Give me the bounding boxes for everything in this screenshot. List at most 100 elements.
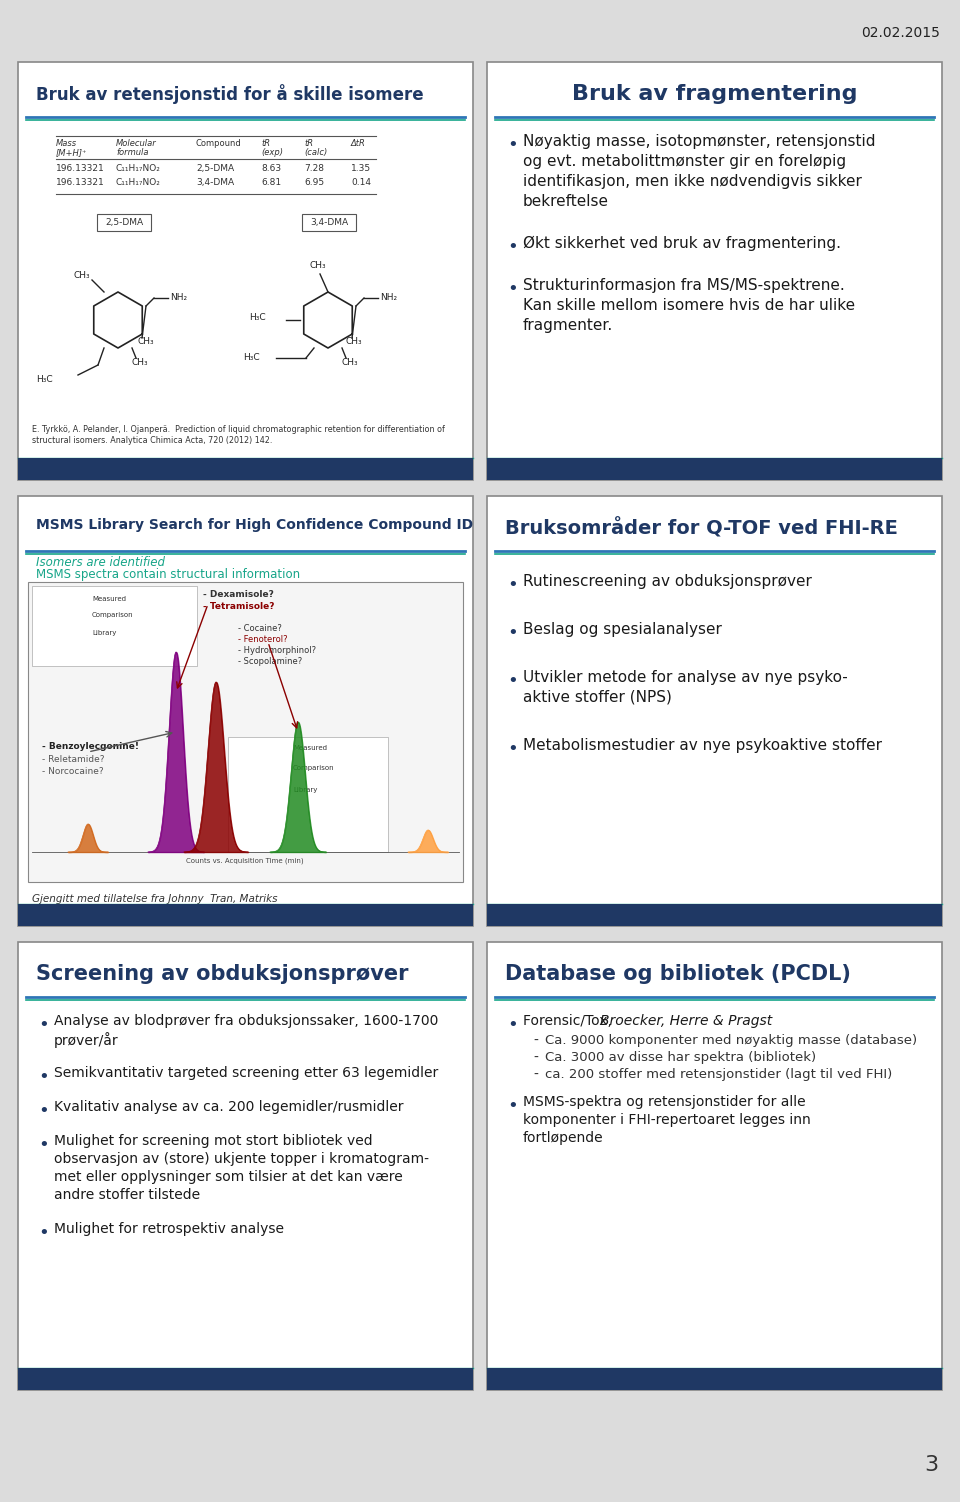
Text: Utvikler metode for analyse av nye psyko-: Utvikler metode for analyse av nye psyko… xyxy=(523,670,848,685)
Text: (calc): (calc) xyxy=(304,149,327,158)
Text: Nøyaktig masse, isotopmønster, retensjonstid: Nøyaktig masse, isotopmønster, retensjon… xyxy=(523,134,876,149)
Text: 196.13321: 196.13321 xyxy=(56,179,105,188)
Text: fragmenter.: fragmenter. xyxy=(523,318,613,333)
Text: MSMS-spektra og retensjonstider for alle: MSMS-spektra og retensjonstider for alle xyxy=(523,1095,805,1108)
Text: -: - xyxy=(533,1068,538,1081)
Text: Counts vs. Acquisition Time (min): Counts vs. Acquisition Time (min) xyxy=(186,858,303,864)
Text: Økt sikkerhet ved bruk av fragmentering.: Økt sikkerhet ved bruk av fragmentering. xyxy=(523,236,841,251)
FancyBboxPatch shape xyxy=(18,62,473,481)
FancyBboxPatch shape xyxy=(487,62,942,481)
Text: bekreftelse: bekreftelse xyxy=(523,194,609,209)
Text: CH₃: CH₃ xyxy=(310,261,326,270)
Text: •: • xyxy=(507,1096,517,1114)
Text: identifikasjon, men ikke nødvendigvis sikker: identifikasjon, men ikke nødvendigvis si… xyxy=(523,174,862,189)
Text: Kvalitativ analyse av ca. 200 legemidler/rusmidler: Kvalitativ analyse av ca. 200 legemidler… xyxy=(54,1099,403,1114)
FancyBboxPatch shape xyxy=(487,458,942,481)
Text: structural isomers. Analytica Chimica Acta, 720 (2012) 142.: structural isomers. Analytica Chimica Ac… xyxy=(32,436,273,445)
Text: MSMS Library Search for High Confidence Compound ID: MSMS Library Search for High Confidence … xyxy=(36,518,473,532)
Text: Screening av obduksjonsprøver: Screening av obduksjonsprøver xyxy=(36,964,409,984)
FancyBboxPatch shape xyxy=(18,904,473,927)
Text: •: • xyxy=(38,1224,49,1242)
Text: C₁₁H₁₇NO₂: C₁₁H₁₇NO₂ xyxy=(116,179,161,188)
Text: (exp): (exp) xyxy=(261,149,283,158)
Text: Library: Library xyxy=(92,629,116,635)
FancyBboxPatch shape xyxy=(97,213,151,231)
Text: CH₃: CH₃ xyxy=(132,357,149,366)
Text: •: • xyxy=(507,237,517,255)
FancyBboxPatch shape xyxy=(18,496,473,927)
Text: observasjon av (store) ukjente topper i kromatogram-: observasjon av (store) ukjente topper i … xyxy=(54,1152,429,1166)
Text: Molecular: Molecular xyxy=(116,140,156,149)
FancyBboxPatch shape xyxy=(487,942,942,1389)
Text: Strukturinformasjon fra MS/MS-spektrene.: Strukturinformasjon fra MS/MS-spektrene. xyxy=(523,278,845,293)
Text: 8.63: 8.63 xyxy=(261,164,281,173)
Text: - Benzoylecgonine!: - Benzoylecgonine! xyxy=(42,742,139,751)
Text: - Dexamisole?: - Dexamisole? xyxy=(203,590,274,599)
Text: Kan skille mellom isomere hvis de har ulike: Kan skille mellom isomere hvis de har ul… xyxy=(523,297,855,312)
Text: Beslag og spesialanalyser: Beslag og spesialanalyser xyxy=(523,622,722,637)
Text: •: • xyxy=(38,1015,49,1033)
Text: 2,5-DMA: 2,5-DMA xyxy=(105,218,143,227)
Text: CH₃: CH₃ xyxy=(342,357,359,366)
FancyBboxPatch shape xyxy=(228,737,388,852)
Text: Bruk av fragmentering: Bruk av fragmentering xyxy=(572,84,857,104)
Text: Compound: Compound xyxy=(196,140,242,149)
Text: NH₂: NH₂ xyxy=(170,293,187,302)
Text: tR: tR xyxy=(261,140,270,149)
FancyBboxPatch shape xyxy=(487,496,942,927)
Text: Semikvantitativ targeted screening etter 63 legemidler: Semikvantitativ targeted screening etter… xyxy=(54,1066,439,1080)
Text: Broecker, Herre & Pragst: Broecker, Herre & Pragst xyxy=(600,1014,772,1027)
Text: fortløpende: fortløpende xyxy=(523,1131,604,1145)
Text: met eller opplysninger som tilsier at det kan være: met eller opplysninger som tilsier at de… xyxy=(54,1170,403,1184)
Text: •: • xyxy=(38,1136,49,1154)
Text: 3,4-DMA: 3,4-DMA xyxy=(310,218,348,227)
Text: 1.35: 1.35 xyxy=(351,164,372,173)
FancyBboxPatch shape xyxy=(487,1368,942,1389)
Text: Comparison: Comparison xyxy=(293,765,335,771)
Text: Forensic/Tox,: Forensic/Tox, xyxy=(523,1014,616,1027)
FancyBboxPatch shape xyxy=(28,581,463,882)
Text: ca. 200 stoffer med retensjonstider (lagt til ved FHI): ca. 200 stoffer med retensjonstider (lag… xyxy=(545,1068,892,1081)
Text: Mulighet for retrospektiv analyse: Mulighet for retrospektiv analyse xyxy=(54,1223,284,1236)
Text: ΔtR: ΔtR xyxy=(351,140,366,149)
Text: •: • xyxy=(507,1015,517,1033)
Text: [M+H]⁺: [M+H]⁺ xyxy=(56,149,87,158)
Text: 3,4-DMA: 3,4-DMA xyxy=(196,179,234,188)
Text: Measured: Measured xyxy=(92,596,126,602)
Text: H₃C: H₃C xyxy=(36,376,53,385)
Text: Mass: Mass xyxy=(56,140,77,149)
Text: •: • xyxy=(507,279,517,297)
Text: komponenter i FHI-repertoaret legges inn: komponenter i FHI-repertoaret legges inn xyxy=(523,1113,811,1126)
FancyBboxPatch shape xyxy=(18,942,473,1389)
Text: 3: 3 xyxy=(924,1455,938,1475)
Text: C₁₁H₁₇NO₂: C₁₁H₁₇NO₂ xyxy=(116,164,161,173)
Text: E. Tyrkkö, A. Pelander, I. Ojanperä.  Prediction of liquid chromatographic reten: E. Tyrkkö, A. Pelander, I. Ojanperä. Pre… xyxy=(32,425,444,434)
Text: -: - xyxy=(533,1051,538,1065)
Text: - Tetramisole?: - Tetramisole? xyxy=(203,602,275,611)
Text: aktive stoffer (NPS): aktive stoffer (NPS) xyxy=(523,689,672,704)
Text: - Norcocaine?: - Norcocaine? xyxy=(42,768,104,777)
Text: 0.14: 0.14 xyxy=(351,179,371,188)
Text: •: • xyxy=(507,740,517,759)
Text: MSMS spectra contain structural information: MSMS spectra contain structural informat… xyxy=(36,568,300,581)
Text: Bruksområder for Q-TOF ved FHI-RE: Bruksområder for Q-TOF ved FHI-RE xyxy=(505,518,898,539)
Text: 02.02.2015: 02.02.2015 xyxy=(861,26,940,41)
Text: •: • xyxy=(507,575,517,593)
Text: Mulighet for screening mot stort bibliotek ved: Mulighet for screening mot stort bibliot… xyxy=(54,1134,372,1148)
Text: 6.95: 6.95 xyxy=(304,179,324,188)
Text: - Scopolamine?: - Scopolamine? xyxy=(238,656,302,665)
Text: prøver/år: prøver/år xyxy=(54,1032,119,1048)
Text: Isomers are identified: Isomers are identified xyxy=(36,556,165,569)
Text: •: • xyxy=(507,137,517,155)
Text: - Cocaine?: - Cocaine? xyxy=(238,623,282,632)
Text: - Fenoterol?: - Fenoterol? xyxy=(238,635,288,644)
Text: •: • xyxy=(38,1068,49,1086)
FancyBboxPatch shape xyxy=(487,904,942,927)
Text: Ca. 3000 av disse har spektra (bibliotek): Ca. 3000 av disse har spektra (bibliotek… xyxy=(545,1051,816,1063)
FancyBboxPatch shape xyxy=(32,586,197,665)
Text: og evt. metabolittmønster gir en foreløpig: og evt. metabolittmønster gir en foreløp… xyxy=(523,155,846,170)
Text: - Reletamide?: - Reletamide? xyxy=(42,756,105,765)
Text: tR: tR xyxy=(304,140,313,149)
Text: •: • xyxy=(507,623,517,641)
Text: Library: Library xyxy=(293,787,318,793)
